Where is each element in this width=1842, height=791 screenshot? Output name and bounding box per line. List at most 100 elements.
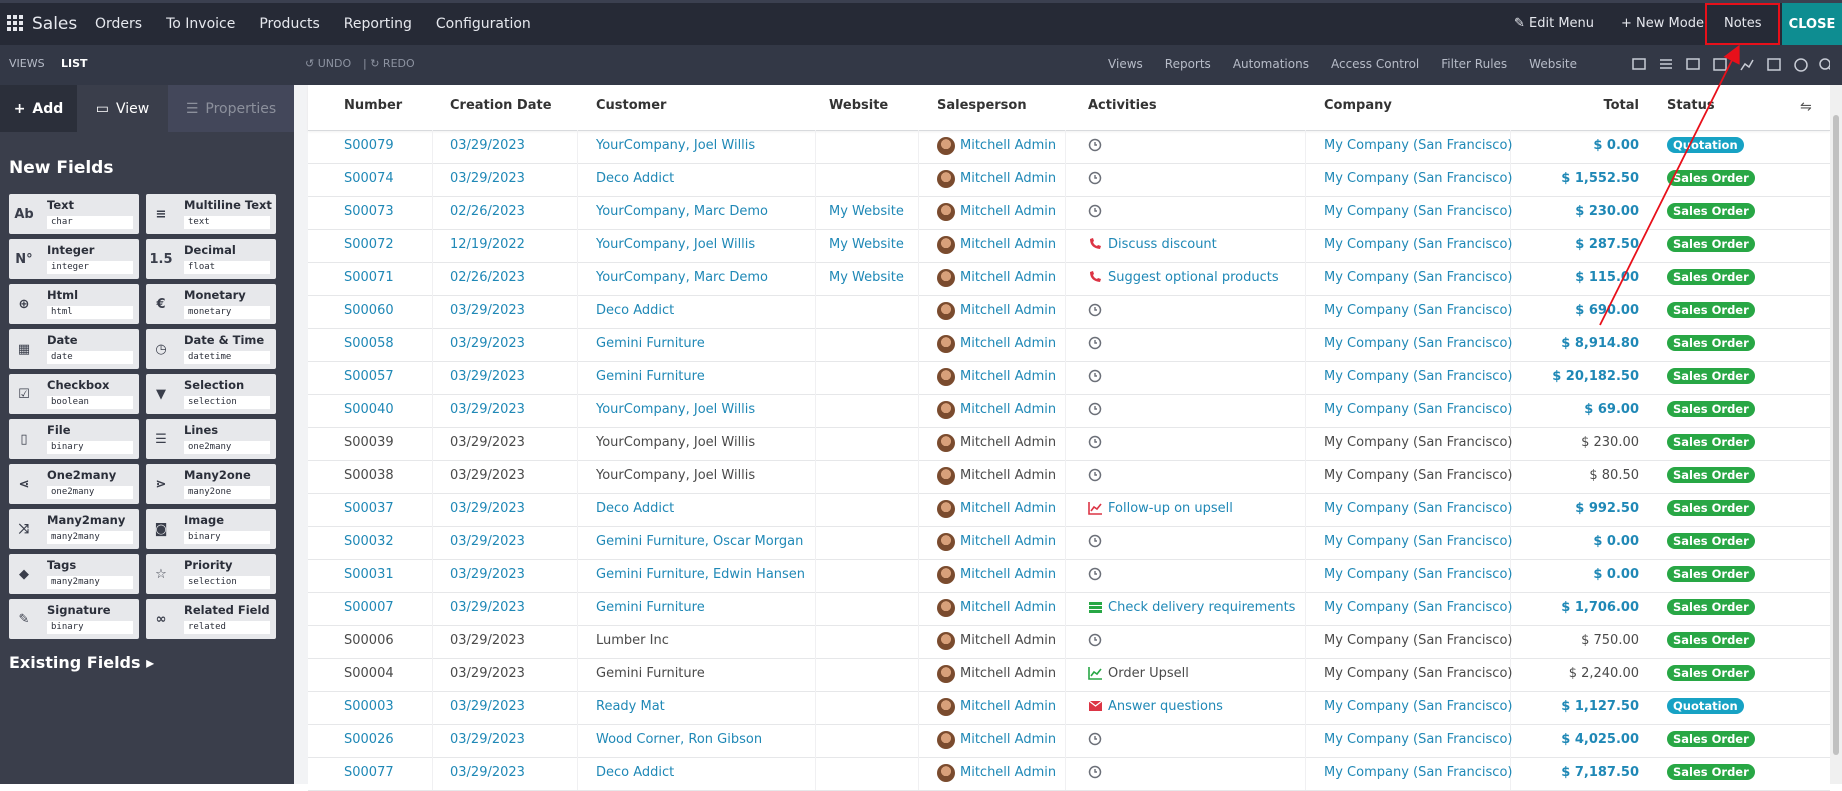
company[interactable]: My Company (San Francisco) <box>1324 600 1513 615</box>
column-header[interactable]: Status <box>1667 98 1715 113</box>
tab-label[interactable]: View <box>116 100 150 117</box>
customer[interactable]: Gemini Furniture <box>596 600 705 615</box>
activity-icon[interactable] <box>1088 501 1104 516</box>
order-number[interactable]: S00073 <box>344 204 394 219</box>
order-number[interactable]: S00026 <box>344 732 394 747</box>
company[interactable]: My Company (San Francisco) <box>1324 732 1513 747</box>
total[interactable]: $ 7,187.50 <box>1561 765 1639 780</box>
creation-date[interactable]: 03/29/2023 <box>450 138 525 153</box>
company[interactable]: My Company (San Francisco) <box>1324 501 1513 516</box>
creation-date[interactable]: 03/29/2023 <box>450 567 525 582</box>
total[interactable]: $ 1,706.00 <box>1561 600 1639 615</box>
status-badge[interactable]: Sales Order <box>1667 764 1755 780</box>
field-card[interactable]: 1.5 Decimal float <box>146 239 276 279</box>
activity-icon[interactable] <box>1088 171 1104 186</box>
status-badge[interactable]: Sales Order <box>1667 665 1755 681</box>
customer[interactable]: Deco Addict <box>596 501 675 516</box>
status-badge[interactable]: Sales Order <box>1667 533 1755 549</box>
order-number[interactable]: S00058 <box>344 336 394 351</box>
customer[interactable]: YourCompany, Joel Willis <box>596 468 756 483</box>
field-card[interactable]: ∞ Related Field related <box>146 599 276 639</box>
customer[interactable]: Wood Corner, Ron Gibson <box>596 732 763 747</box>
column-header[interactable]: Activities <box>1088 98 1157 113</box>
field-card[interactable]: ◆ Tags many2many <box>9 554 139 594</box>
undo[interactable]: ↺ UNDO <box>305 57 352 70</box>
salesperson[interactable]: Mitchell Admin <box>960 303 1057 318</box>
company[interactable]: My Company (San Francisco) <box>1324 633 1513 648</box>
order-number[interactable]: S00077 <box>344 765 394 780</box>
activity-summary[interactable]: Follow-up on upsell <box>1108 501 1233 516</box>
field-card[interactable]: ⋖ One2many one2many <box>9 464 139 504</box>
field-card[interactable]: ⋗ Many2one many2one <box>146 464 276 504</box>
activity-icon[interactable] <box>1088 303 1104 318</box>
salesperson[interactable]: Mitchell Admin <box>960 765 1057 780</box>
activity-icon[interactable] <box>1088 633 1104 648</box>
total[interactable]: $ 4,025.00 <box>1561 732 1639 747</box>
close-button[interactable]: CLOSE <box>1782 3 1842 45</box>
salesperson[interactable]: Mitchell Admin <box>960 336 1057 351</box>
salesperson[interactable]: Mitchell Admin <box>960 732 1057 747</box>
order-number[interactable]: S00006 <box>344 633 394 648</box>
salesperson[interactable]: Mitchell Admin <box>960 534 1057 549</box>
table-row[interactable] <box>308 361 1830 395</box>
total[interactable]: $ 750.00 <box>1581 633 1639 648</box>
salesperson[interactable]: Mitchell Admin <box>960 171 1057 186</box>
salesperson[interactable]: Mitchell Admin <box>960 567 1057 582</box>
status-badge[interactable]: Sales Order <box>1667 500 1755 516</box>
activity-summary[interactable]: Check delivery requirements <box>1108 600 1296 615</box>
field-card[interactable]: ◙ Image binary <box>146 509 276 549</box>
column-header[interactable]: Total <box>1603 98 1639 113</box>
field-card[interactable]: ◷ Date & Time datetime <box>146 329 276 369</box>
table-row[interactable] <box>308 394 1830 428</box>
creation-date[interactable]: 03/29/2023 <box>450 402 525 417</box>
activity-icon[interactable] <box>1088 765 1104 780</box>
creation-date[interactable]: 02/26/2023 <box>450 270 525 285</box>
company[interactable]: My Company (San Francisco) <box>1324 336 1513 351</box>
table-row[interactable] <box>308 559 1830 593</box>
salesperson[interactable]: Mitchell Admin <box>960 633 1057 648</box>
total[interactable]: $ 1,127.50 <box>1561 699 1639 714</box>
activity-icon[interactable] <box>1088 204 1104 219</box>
tab-label[interactable]: Add <box>32 100 64 117</box>
customer[interactable]: YourCompany, Joel Willis <box>596 402 756 417</box>
creation-date[interactable]: 03/29/2023 <box>450 501 525 516</box>
status-badge[interactable]: Sales Order <box>1667 170 1755 186</box>
order-number[interactable]: S00040 <box>344 402 394 417</box>
order-number[interactable]: S00039 <box>344 435 394 450</box>
table-row[interactable] <box>308 163 1830 197</box>
studio-link[interactable]: Website <box>1529 57 1577 71</box>
view-type-icons[interactable] <box>1630 55 1830 75</box>
field-card[interactable]: ☑ Checkbox boolean <box>9 374 139 414</box>
studio-link[interactable]: Access Control <box>1330 57 1420 71</box>
status-badge[interactable]: Quotation <box>1667 698 1744 714</box>
status-badge[interactable]: Sales Order <box>1667 236 1755 252</box>
company[interactable]: My Company (San Francisco) <box>1324 699 1513 714</box>
column-header[interactable]: Creation Date <box>450 98 552 113</box>
creation-date[interactable]: 03/29/2023 <box>450 369 525 384</box>
menu-item[interactable]: Configuration <box>435 16 531 32</box>
total[interactable]: $ 2,240.00 <box>1568 666 1639 681</box>
edit-menu-label[interactable]: Edit Menu <box>1529 16 1595 31</box>
table-row[interactable] <box>308 460 1830 494</box>
customer[interactable]: YourCompany, Joel Willis <box>596 435 756 450</box>
creation-date[interactable]: 03/29/2023 <box>450 600 525 615</box>
studio-link[interactable]: Views <box>1108 57 1143 71</box>
total[interactable]: $ 115.00 <box>1575 270 1639 285</box>
redo[interactable]: | ↻ REDO <box>363 57 415 70</box>
total[interactable]: $ 1,552.50 <box>1561 171 1639 186</box>
total[interactable]: $ 0.00 <box>1593 138 1639 153</box>
creation-date[interactable]: 03/29/2023 <box>450 699 525 714</box>
activity-summary[interactable]: Discuss discount <box>1108 237 1217 252</box>
field-card[interactable]: ☆ Priority selection <box>146 554 276 594</box>
order-number[interactable]: S00060 <box>344 303 394 318</box>
activity-summary[interactable]: Suggest optional products <box>1108 270 1279 285</box>
edit-menu[interactable]: ✎ Edit Menu <box>1514 16 1595 31</box>
total[interactable]: $ 8,914.80 <box>1561 336 1639 351</box>
customer[interactable]: Gemini Furniture, Edwin Hansen <box>596 567 806 582</box>
total[interactable]: $ 0.00 <box>1593 534 1639 549</box>
status-badge[interactable]: Sales Order <box>1667 269 1755 285</box>
company[interactable]: My Company (San Francisco) <box>1324 303 1513 318</box>
salesperson[interactable]: Mitchell Admin <box>960 501 1057 516</box>
activity-summary[interactable]: Answer questions <box>1108 699 1223 714</box>
activity-icon[interactable] <box>1088 567 1104 582</box>
